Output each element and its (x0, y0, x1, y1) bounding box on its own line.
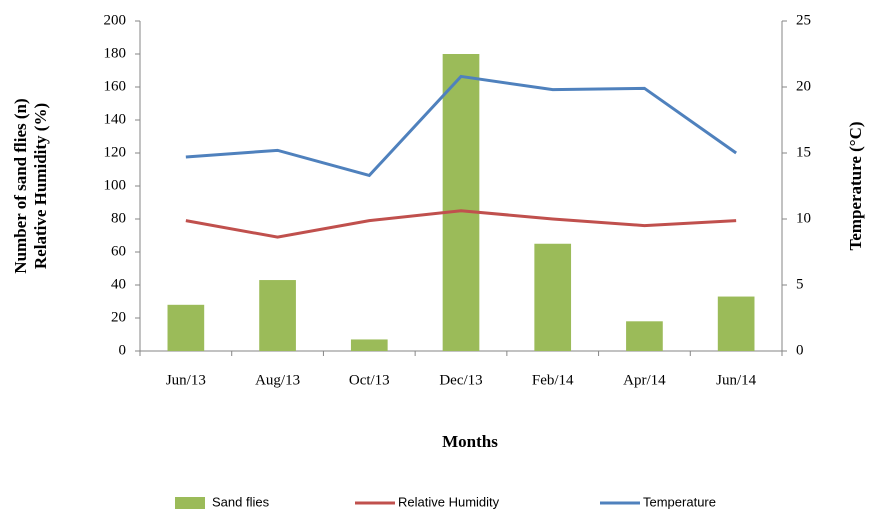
y-axis-title: Relative Humidity (%) (31, 103, 50, 269)
y2-tick-label: 0 (796, 342, 804, 358)
bar (442, 54, 480, 351)
y-tick-label: 80 (111, 210, 126, 226)
legend-label: Sand flies (212, 494, 270, 509)
x-axis-title: Months (442, 432, 498, 451)
bar (167, 304, 205, 351)
bar (534, 243, 572, 351)
y-tick-label: 0 (119, 342, 127, 358)
y-tick-label: 120 (104, 144, 127, 160)
bar (717, 296, 755, 351)
y-axis-title: Number of sand flies (n) (11, 98, 30, 273)
x-tick-label: Dec/13 (439, 372, 482, 388)
legend-swatch (175, 497, 205, 509)
x-tick-label: Jun/13 (166, 372, 206, 388)
y2-tick-label: 20 (796, 78, 811, 94)
x-tick-label: Oct/13 (349, 372, 390, 388)
y-tick-label: 140 (104, 111, 127, 127)
y-tick-label: 100 (104, 177, 127, 193)
line (185, 209, 737, 239)
x-tick-label: Jun/14 (716, 372, 757, 388)
y-tick-label: 60 (111, 243, 126, 259)
y-tick-label: 160 (104, 78, 127, 94)
y-tick-label: 180 (104, 45, 127, 61)
legend-label: Relative Humidity (398, 494, 500, 509)
y-tick-label: 200 (104, 12, 127, 28)
bar (626, 321, 663, 351)
legend-label: Temperature (643, 494, 716, 509)
y-tick-label: 40 (111, 276, 126, 292)
x-tick-label: Aug/13 (255, 372, 300, 388)
y2-axis-title: Temperature (°C) (846, 121, 865, 250)
y-tick-label: 20 (111, 309, 126, 325)
bar (350, 339, 388, 351)
x-tick-label: Feb/14 (532, 372, 574, 388)
y2-tick-label: 5 (796, 276, 804, 292)
y2-tick-label: 10 (796, 210, 811, 226)
y2-tick-label: 15 (796, 144, 811, 160)
x-tick-label: Apr/14 (623, 372, 666, 388)
y2-tick-label: 25 (796, 12, 811, 28)
bar (259, 280, 296, 351)
line (185, 74, 738, 178)
